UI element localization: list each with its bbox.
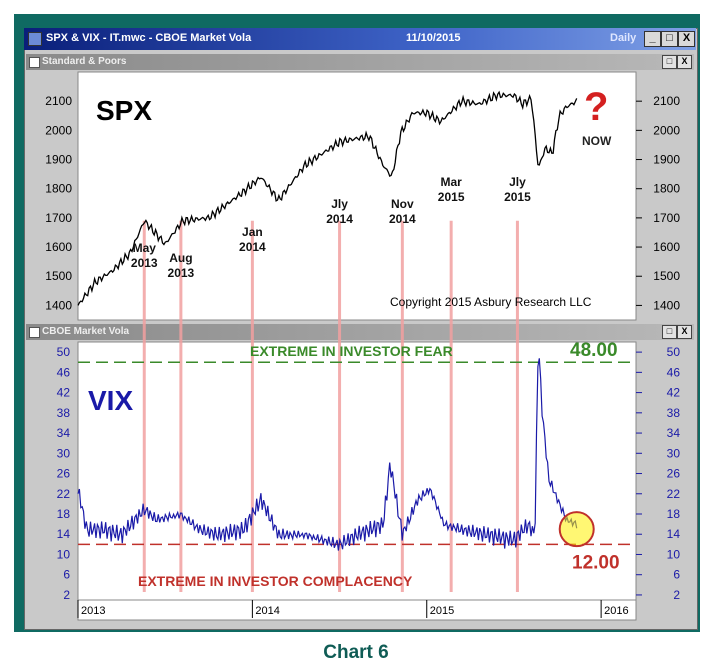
spx-ytick-right: 2000: [653, 123, 680, 137]
close-button[interactable]: X: [678, 31, 695, 47]
event-label-month: Nov: [391, 197, 414, 211]
vix-ytick-right: 38: [667, 406, 681, 420]
event-label-year: 2014: [239, 240, 266, 254]
vix-label: VIX: [88, 385, 133, 416]
vix-ytick-left: 38: [57, 406, 71, 420]
pane-icon: [29, 327, 40, 338]
spx-ytick-left: 1800: [45, 182, 72, 196]
fear-value-label: 48.00: [570, 340, 618, 361]
vix-ytick-right: 42: [667, 386, 681, 400]
complacency-value-label: 12.00: [572, 552, 620, 573]
minimize-button[interactable]: _: [644, 31, 661, 47]
spx-ytick-right: 1700: [653, 211, 680, 225]
spx-ytick-left: 1700: [45, 211, 72, 225]
spx-ytick-right: 1600: [653, 240, 680, 254]
vix-ytick-right: 18: [667, 507, 681, 521]
vix-plot-area: [77, 341, 637, 601]
spx-copyright: Copyright 2015 Asbury Research LLC: [390, 295, 592, 309]
spx-ytick-right: 2100: [653, 94, 680, 108]
current-vix-highlight: [558, 511, 595, 548]
vix-ytick-right: 30: [667, 446, 681, 460]
fear-text: EXTREME IN INVESTOR FEAR: [250, 343, 453, 359]
spx-ytick-right: 1800: [653, 182, 680, 196]
vix-ytick-left: 2: [63, 588, 70, 602]
xtick-label: 2013: [81, 605, 105, 617]
event-label-year: 2014: [389, 212, 416, 226]
spx-ytick-left: 1900: [45, 153, 72, 167]
event-label-month: Jan: [242, 225, 263, 239]
spx-ytick-left: 1500: [45, 269, 72, 283]
vix-ytick-right: 34: [667, 426, 681, 440]
vix-ytick-left: 34: [57, 426, 71, 440]
spx-ytick-left: 1600: [45, 240, 72, 254]
spx-ytick-left: 2100: [45, 94, 72, 108]
figure-caption: Chart 6: [323, 642, 389, 663]
complacency-text: EXTREME IN INVESTOR COMPLACENCY: [138, 573, 413, 589]
spx-ytick-right: 1900: [653, 153, 680, 167]
xtick-label: 2016: [604, 605, 628, 617]
event-label-month: Aug: [169, 251, 192, 265]
event-label-year: 2015: [504, 190, 531, 204]
xtick-label: 2014: [255, 605, 279, 617]
maximize-button[interactable]: □: [661, 31, 678, 47]
spx-ytick-left: 1400: [45, 298, 72, 312]
vix-ytick-left: 26: [57, 467, 71, 481]
vix-ytick-left: 14: [57, 527, 71, 541]
spx-pane-header: Standard & Poors □ X: [26, 54, 694, 70]
vix-pane-title: CBOE Market Vola: [42, 326, 130, 337]
vix-ytick-right: 2: [673, 588, 680, 602]
event-label-month: May: [133, 241, 157, 255]
pane-icon: [29, 57, 40, 68]
event-label-month: Jly: [331, 197, 348, 211]
vix-ytick-right: 22: [667, 487, 681, 501]
window-titlebar[interactable]: SPX & VIX - IT.mwc - CBOE Market Vola 11…: [24, 28, 696, 50]
window-interval: Daily: [610, 32, 637, 44]
spx-ytick-left: 2000: [45, 123, 72, 137]
spx-ytick-right: 1400: [653, 298, 680, 312]
app-icon: [28, 32, 42, 46]
vix-ytick-left: 46: [57, 365, 71, 379]
xtick-label: 2015: [430, 605, 454, 617]
vix-ytick-left: 50: [57, 345, 71, 359]
spx-series-line: [77, 90, 578, 306]
window-date: 11/10/2015: [406, 32, 461, 44]
event-label-year: 2013: [168, 266, 195, 280]
vix-ytick-right: 6: [673, 568, 680, 582]
spx-now-label: NOW: [582, 134, 612, 148]
vix-ytick-right: 26: [667, 467, 681, 481]
x-axis-strip: [77, 599, 637, 621]
vix-ytick-left: 18: [57, 507, 71, 521]
spx-question-mark: ?: [584, 85, 608, 129]
event-label-month: Jly: [509, 175, 526, 189]
vix-series-line: [77, 358, 578, 551]
spx-close-button[interactable]: X: [677, 55, 692, 69]
spx-pane-title: Standard & Poors: [42, 56, 127, 67]
spx-restore-button[interactable]: □: [662, 55, 677, 69]
vix-ytick-left: 10: [57, 547, 71, 561]
vix-ytick-right: 46: [667, 365, 681, 379]
vix-ytick-left: 30: [57, 446, 71, 460]
vix-restore-button[interactable]: □: [662, 325, 677, 339]
event-label-year: 2013: [131, 256, 158, 270]
vix-ytick-right: 50: [667, 345, 681, 359]
vix-pane-header: CBOE Market Vola □ X: [26, 324, 694, 340]
vix-ytick-left: 6: [63, 568, 70, 582]
vix-ytick-right: 14: [667, 527, 681, 541]
spx-ytick-right: 1500: [653, 269, 680, 283]
vix-ytick-right: 10: [667, 547, 681, 561]
event-label-year: 2015: [438, 190, 465, 204]
vix-close-button[interactable]: X: [677, 325, 692, 339]
spx-label: SPX: [96, 95, 152, 126]
spx-plot-area: [77, 71, 637, 321]
event-label-month: Mar: [440, 175, 462, 189]
vix-ytick-left: 42: [57, 386, 71, 400]
window-title: SPX & VIX - IT.mwc - CBOE Market Vola: [46, 32, 252, 44]
vix-ytick-left: 22: [57, 487, 71, 501]
event-label-year: 2014: [326, 212, 353, 226]
